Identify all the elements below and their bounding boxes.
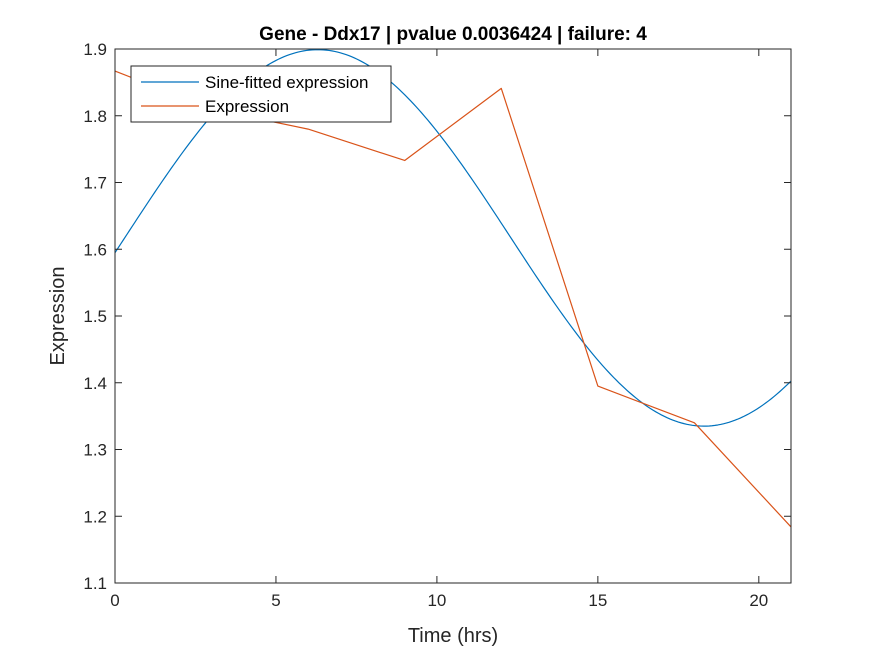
- y-tick-label: 1.4: [83, 374, 107, 393]
- legend-label-expression: Expression: [205, 97, 289, 116]
- legend-box: [130, 65, 392, 123]
- plot-area: [115, 49, 791, 583]
- chart-title: Gene - Ddx17 | pvalue 0.0036424 | failur…: [259, 24, 647, 45]
- y-tick-label: 1.5: [83, 307, 107, 326]
- x-tick-label: 5: [271, 591, 280, 610]
- y-tick-label: 1.7: [83, 174, 107, 193]
- y-tick-label: 1.1: [83, 574, 107, 593]
- y-tick-label: 1.3: [83, 441, 107, 460]
- y-tick-label: 1.8: [83, 107, 107, 126]
- x-tick-label: 20: [749, 591, 768, 610]
- y-tick-label: 1.6: [83, 240, 107, 259]
- legend: Sine-fitted expression Expression: [130, 65, 392, 123]
- x-axis-title: Time (hrs): [408, 625, 498, 647]
- y-axis-title: Expression: [47, 267, 69, 366]
- legend-label-sine-fitted: Sine-fitted expression: [205, 73, 368, 92]
- x-tick-label: 10: [427, 591, 446, 610]
- x-tick-label: 15: [588, 591, 607, 610]
- x-tick-label: 0: [110, 591, 119, 610]
- x-axis-ticks: 0 5 10 15 20: [110, 49, 768, 610]
- y-tick-label: 1.2: [83, 507, 107, 526]
- y-axis-ticks: 1.1 1.2 1.3 1.4 1.5 1.6 1.7 1.8 1.9: [83, 40, 791, 593]
- y-tick-label: 1.9: [83, 40, 107, 59]
